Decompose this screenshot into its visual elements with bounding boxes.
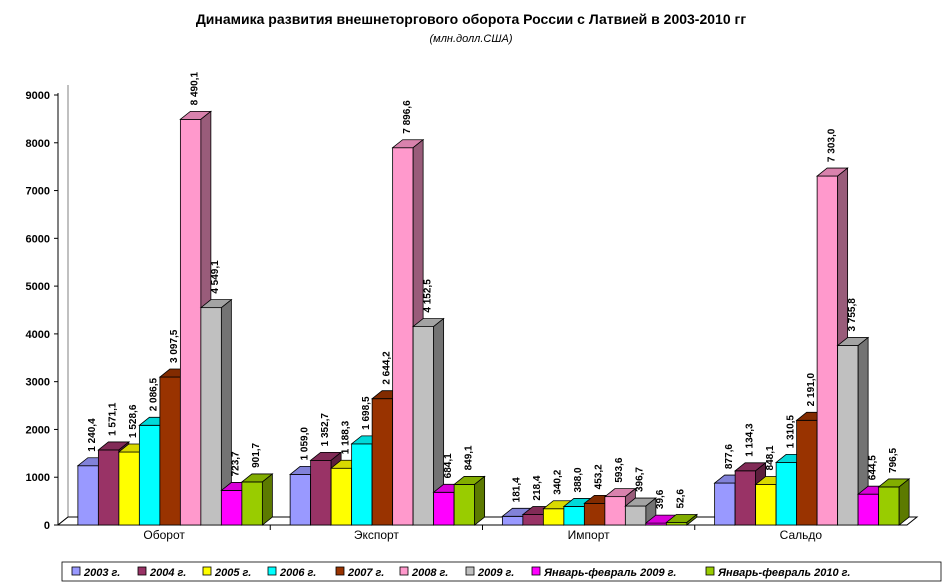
data-label: 2 644,2	[381, 351, 392, 385]
data-label: 1 134,3	[744, 423, 755, 457]
data-label: 3 097,5	[169, 329, 180, 363]
legend-label: Январь-февраль 2009 г.	[543, 567, 676, 579]
x-category-label: Экспорт	[354, 528, 400, 542]
data-label: 1 240,4	[87, 418, 98, 452]
legend-swatch	[335, 566, 345, 576]
y-tick-label: 8000	[26, 138, 50, 150]
legend-label: 2009 г.	[477, 567, 514, 579]
data-label: 396,7	[635, 467, 646, 492]
data-label: 453,2	[594, 464, 605, 489]
legend-swatch	[465, 566, 475, 576]
bar	[877, 478, 911, 526]
legend-swatch	[202, 566, 212, 576]
legend-label: 2005 г.	[214, 567, 251, 579]
data-label: 1 188,3	[340, 420, 351, 454]
data-labels: 1 240,4 1 571,1 1 528,6 2 086,5 3 097,5 8 490…	[87, 72, 899, 510]
bar	[603, 487, 637, 526]
data-label: 849,1	[463, 445, 474, 470]
data-label: 3 755,8	[847, 298, 858, 332]
bar	[665, 513, 699, 526]
legend-box	[61, 561, 942, 582]
y-tick-label: 0	[44, 520, 50, 532]
data-label: 7 896,6	[402, 100, 413, 134]
data-label: 796,5	[888, 447, 899, 472]
legend-label: 2003 г.	[83, 567, 120, 579]
data-label: 1 310,5	[785, 415, 796, 449]
bar	[411, 317, 445, 526]
data-label: 593,6	[614, 457, 625, 482]
chart-title: Динамика развития внешнеторгового оборот…	[196, 11, 747, 27]
y-tick-label: 9000	[26, 90, 50, 102]
data-label: 1 698,5	[361, 396, 372, 430]
data-label: 8 490,1	[190, 72, 201, 106]
data-label: 723,7	[231, 451, 242, 476]
y-tick-label: 2000	[26, 424, 50, 436]
legend-swatch	[531, 566, 541, 576]
data-label: 848,1	[765, 445, 776, 470]
legend-label: 2004 г.	[149, 567, 186, 579]
y-tick-label: 3000	[26, 377, 50, 389]
data-label: 388,0	[573, 467, 584, 492]
data-label: 1 528,6	[128, 404, 139, 438]
legend-swatch	[71, 566, 81, 576]
data-label: 1 571,1	[108, 402, 119, 436]
bar	[199, 298, 233, 526]
legend-swatch	[705, 566, 715, 576]
data-label: 1 352,7	[320, 413, 331, 447]
legend-swatch	[137, 566, 147, 576]
legend-label: 2008 г.	[411, 567, 448, 579]
legend: 2003 г. 2004 г. 2005 г. 2006 г. 2007 г. 2008 …	[61, 561, 942, 582]
legend-label: Январь-февраль 2010 г.	[717, 567, 850, 579]
bars	[76, 110, 911, 526]
y-tick-label: 7000	[26, 186, 50, 198]
y-tick-label: 6000	[26, 233, 50, 245]
data-label: 340,2	[553, 469, 564, 494]
data-label: 644,5	[867, 455, 878, 480]
legend-swatch	[267, 566, 277, 576]
data-label: 7 303,0	[826, 128, 837, 162]
x-category-label: Импорт	[568, 528, 610, 542]
x-category-label: Оборот	[143, 528, 185, 542]
data-label: 2 086,5	[149, 378, 160, 412]
chart-subtitle: (млн.долл.США)	[429, 33, 512, 45]
data-label: 39,6	[655, 489, 666, 509]
data-label: 877,6	[724, 444, 735, 469]
legend-label: 2007 г.	[347, 567, 384, 579]
data-label: 52,6	[676, 489, 687, 509]
x-category-label: Сальдо	[780, 528, 823, 542]
legend-swatch	[399, 566, 409, 576]
data-label: 4 152,5	[422, 279, 433, 313]
data-label: 218,4	[532, 475, 543, 500]
bar	[240, 473, 274, 526]
bar	[452, 475, 486, 526]
y-tick-label: 1000	[26, 472, 50, 484]
data-label: 901,7	[251, 442, 262, 467]
data-label: 181,4	[512, 477, 523, 502]
data-label: 4 549,1	[210, 260, 221, 294]
y-tick-label: 5000	[26, 281, 50, 293]
data-label: 684,1	[443, 453, 454, 478]
y-tick-label: 4000	[26, 329, 50, 341]
data-label: 2 191,0	[806, 373, 817, 407]
legend-label: 2006 г.	[279, 567, 316, 579]
data-label: 1 059,0	[299, 427, 310, 461]
